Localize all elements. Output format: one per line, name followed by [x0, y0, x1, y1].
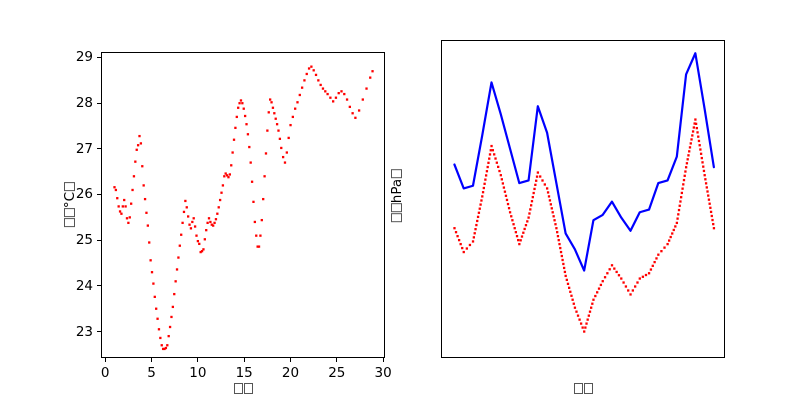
x-tick-mark [336, 358, 338, 362]
y-tick-label: 28 [75, 95, 93, 112]
temperature-yaxis-title: °C [62, 182, 78, 228]
x-tick-mark [289, 358, 292, 362]
x-tick-mark [104, 358, 106, 362]
x-tick-label: 20 [281, 365, 300, 381]
series-line [453, 52, 715, 272]
y-tick-mark [97, 102, 101, 104]
x-tick-label: 15 [235, 365, 253, 381]
y-tick-label: 24 [75, 277, 93, 294]
y-tick-label: 1004 [787, 273, 800, 289]
y-tick-mark [97, 56, 101, 59]
y-tick-label: 1010 [787, 114, 800, 130]
x-tick-label: 10 [189, 365, 207, 381]
pressure-panel: 0055101015152020252530301002100410061008… [389, 0, 800, 404]
y-tick-label: 25 [75, 232, 93, 249]
y-tick-label: 26 [75, 186, 93, 203]
x-tick-label: 5 [147, 365, 156, 381]
y-tick-label: 23 [75, 323, 93, 340]
y-tick-label: 1006 [787, 220, 800, 236]
y-tick-mark [97, 148, 101, 150]
y-tick-label: 27 [75, 140, 93, 157]
temperature-xaxis-title [233, 381, 253, 397]
x-tick-mark [243, 358, 245, 362]
temperature-axes-frame [101, 52, 385, 358]
y-tick-mark [97, 331, 101, 333]
temperature-panel: 0 5 10 15 20 25 30 23 24 25 26 27 28 29 °C [62, 49, 392, 397]
pressure-axes-frame [441, 40, 725, 358]
pressure-plot-area [441, 40, 725, 358]
pressure-xaxis-title [573, 381, 593, 397]
temperature-plot-area [101, 52, 385, 358]
y-tick-mark [97, 285, 101, 287]
x-tick-mark [150, 358, 153, 362]
x-tick-mark [382, 358, 384, 362]
series-markers [113, 65, 374, 351]
pressure-yaxis-title: hPa [389, 169, 405, 223]
y-tick-label: 29 [75, 49, 93, 66]
y-tick-mark [97, 239, 101, 241]
y-tick-label: 1012 [787, 61, 800, 77]
y-tick-mark [97, 193, 101, 196]
x-tick-mark [197, 358, 199, 362]
series-markers [453, 118, 716, 333]
x-tick-label: 0 [100, 365, 110, 381]
y-tick-label: 1002 [787, 326, 800, 342]
y-tick-label: 1008 [787, 167, 800, 183]
x-tick-label: 25 [328, 365, 346, 381]
x-tick-label: 30 [374, 365, 392, 381]
